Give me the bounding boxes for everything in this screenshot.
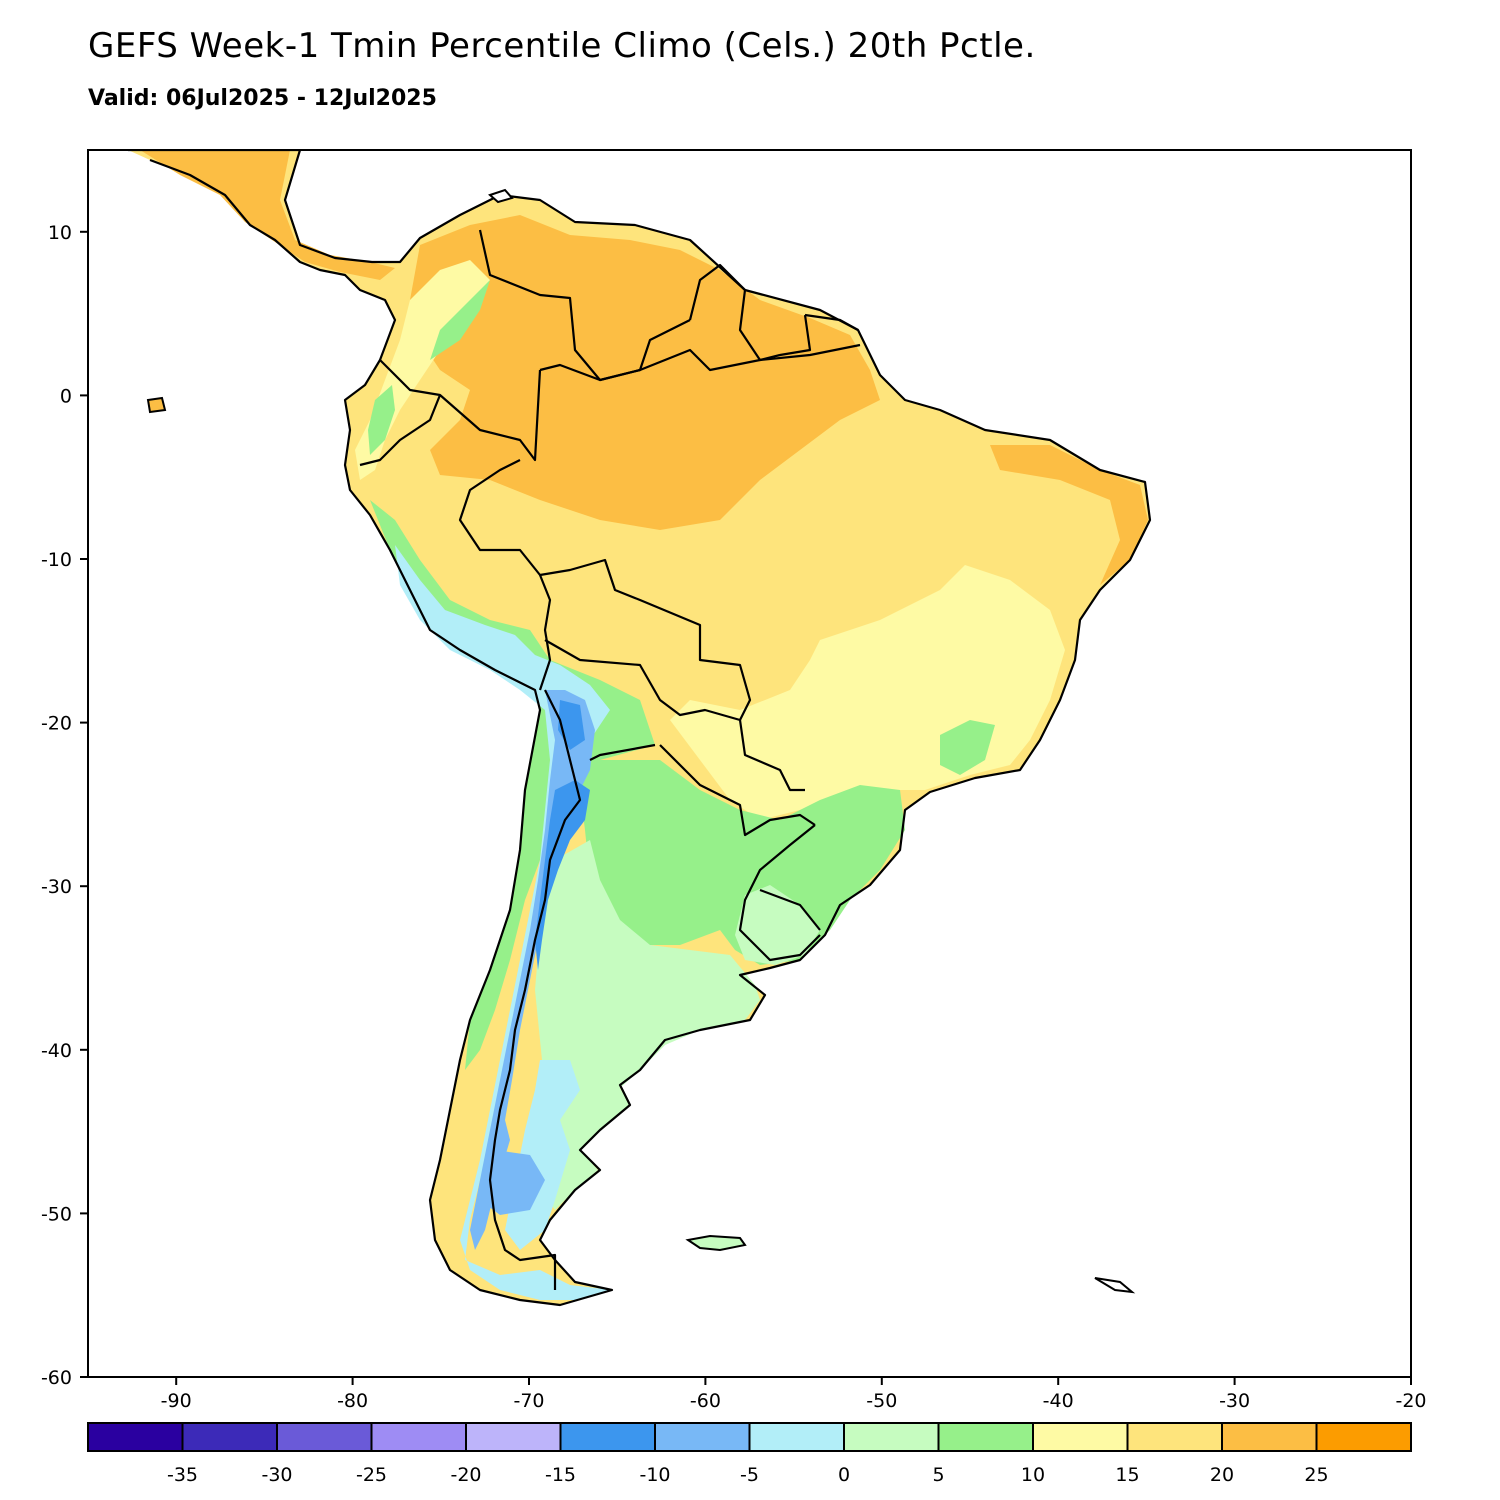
x-tick-label: -50 [866, 1390, 897, 1412]
y-tick-label: 0 [60, 385, 72, 407]
colorbar-swatch [843, 1422, 940, 1452]
border-peru-brazil [458, 459, 752, 721]
colorbar-swatch [276, 1422, 373, 1452]
colorbar-legend: -35 -30 -25 -20 -15 -10 -5 0 5 10 15 20 25 [87, 1422, 1412, 1486]
x-tick-label: -30 [1219, 1390, 1250, 1412]
colorbar-label: 0 [838, 1464, 850, 1486]
coastlines-and-borders [128, 150, 1152, 1307]
x-tick-label: -70 [513, 1390, 544, 1412]
colorbar-label: -20 [450, 1464, 481, 1486]
region-colombia-andes-green [430, 280, 490, 360]
chart-title: GEFS Week-1 Tmin Percentile Climo (Cels.… [88, 26, 1036, 66]
colorbar-swatch [1032, 1422, 1129, 1452]
border-bolivia-paraguay-argentina [544, 639, 805, 792]
region-southern-brazil [580, 760, 905, 965]
colorbar-swatch [465, 1422, 562, 1452]
colorbar-swatch [937, 1422, 1034, 1452]
caribbean-islands [488, 188, 514, 204]
colorbar-swatch [87, 1422, 184, 1452]
colorbar-label: 15 [1115, 1464, 1139, 1486]
colorbar-label: -10 [639, 1464, 670, 1486]
x-tick-label: -90 [161, 1390, 192, 1412]
region-pampas [535, 840, 760, 1210]
y-tick-label: -50 [41, 1203, 72, 1225]
islands [146, 188, 1136, 1294]
y-tick-label: -10 [41, 549, 72, 571]
border-paraguay-argentina [659, 744, 816, 837]
colorbar-label: 20 [1210, 1464, 1234, 1486]
border-chile-argentina [488, 689, 582, 1290]
y-tick-label: -40 [41, 1040, 72, 1062]
border-brazil-uruguay-argentina [738, 824, 821, 962]
x-tick-label: -20 [1395, 1390, 1426, 1412]
border-peru-bolivia-chile [538, 574, 552, 691]
border-colombia-venezuela [478, 229, 691, 382]
colorbar-label: -30 [261, 1464, 292, 1486]
colorbar-label: -5 [740, 1464, 759, 1486]
x-tick-label: -60 [690, 1390, 721, 1412]
colorbar-label: -15 [545, 1464, 576, 1486]
map-frame-border [87, 149, 1412, 1378]
colorbar-swatch [1221, 1422, 1318, 1452]
south-georgia [1094, 1277, 1136, 1294]
region-south-andes-blue [480, 1150, 545, 1215]
region-highest-andes [535, 780, 590, 970]
border-guianas [688, 263, 859, 362]
x-tick-label: -80 [337, 1390, 368, 1412]
x-tick-label: -40 [1043, 1390, 1074, 1412]
colorbar-swatch [181, 1422, 278, 1452]
colorbar-swatch [559, 1422, 656, 1452]
y-tick-label: -60 [41, 1367, 72, 1389]
colorbar-label: 10 [1021, 1464, 1045, 1486]
colorbar-label: -25 [356, 1464, 387, 1486]
colorbar-swatch [1315, 1422, 1412, 1452]
border-colombia-peru-ecuador [359, 359, 542, 467]
falkland-islands [685, 1234, 747, 1252]
colorbar-label: 5 [932, 1464, 944, 1486]
colorbar-label: -35 [167, 1464, 198, 1486]
y-axis-latitude: 10 0 -10 -20 -30 -40 -50 -60 [41, 222, 88, 1389]
region-ecuador-andes-green [368, 385, 395, 455]
y-tick-label: -30 [41, 876, 72, 898]
colorbar-swatch [748, 1422, 845, 1452]
valid-period-subtitle: Valid: 06Jul2025 - 12Jul2025 [88, 86, 437, 111]
galapagos-islands [146, 396, 167, 414]
y-tick-label: 10 [48, 222, 72, 244]
border-brazil-north [539, 343, 861, 382]
colorbar-swatch [370, 1422, 467, 1452]
x-axis-longitude: -90 -80 -70 -60 -50 -40 -30 -20 [161, 1377, 1427, 1412]
colorbar-label: 25 [1304, 1464, 1328, 1486]
region-se-brazil-highland [940, 720, 995, 775]
y-tick-label: -20 [41, 713, 72, 735]
colorbar-swatch [1126, 1422, 1223, 1452]
colorbar-swatch [654, 1422, 751, 1452]
region-ne-brazil-coast-warm [990, 445, 1148, 585]
